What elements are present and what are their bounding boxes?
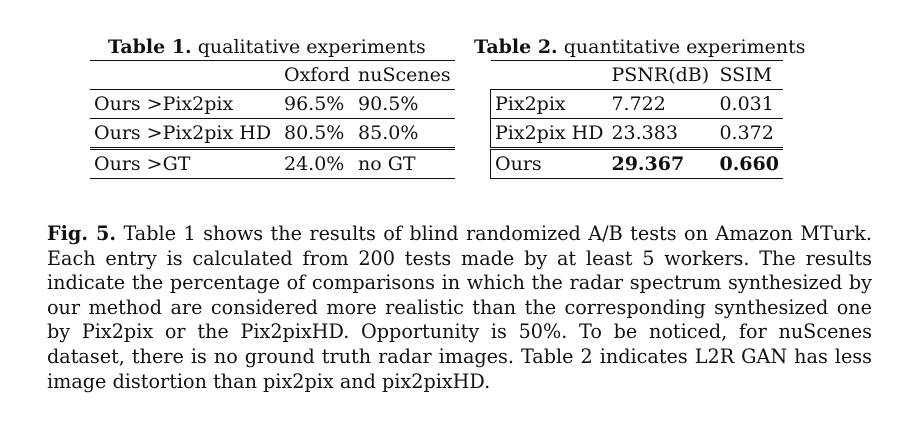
figure-caption-label: Fig. 5. bbox=[47, 222, 117, 245]
table2-cell: 23.383 bbox=[607, 118, 716, 149]
figure-caption: Fig. 5. Table 1 shows the results of bli… bbox=[47, 222, 872, 394]
table2-header-blank bbox=[490, 60, 608, 90]
table1-cell: Ours >Pix2pix bbox=[90, 89, 280, 119]
table1-caption-text: qualitative experiments bbox=[197, 36, 426, 58]
table1-cell: 80.5% bbox=[280, 118, 355, 149]
table1-cell: 90.5% bbox=[354, 89, 455, 119]
table2-cell: Pix2pix bbox=[490, 89, 608, 119]
table1-header-blank bbox=[90, 60, 280, 90]
table2-header-ssim: SSIM bbox=[715, 60, 783, 90]
table2-cell: Pix2pix HD bbox=[490, 118, 608, 149]
table2-cell: 29.367 bbox=[607, 147, 716, 179]
table2-cell: 0.660 bbox=[715, 147, 783, 179]
table1-cell: 96.5% bbox=[280, 89, 355, 119]
table1-caption: Table 1. qualitative experiments bbox=[108, 36, 426, 58]
table2: PSNR(dB) SSIM Pix2pix 7.722 0.031 Pix2pi… bbox=[490, 60, 783, 179]
table1-cell: 24.0% bbox=[280, 147, 355, 179]
table2-header-psnr: PSNR(dB) bbox=[607, 60, 716, 90]
table1-cell: no GT bbox=[354, 147, 455, 179]
table1-cell: Ours >Pix2pix HD bbox=[90, 118, 280, 149]
table1: Oxford nuScenes Ours >Pix2pix 96.5% 90.5… bbox=[90, 60, 455, 179]
table2-cell: 7.722 bbox=[607, 89, 716, 119]
figure-caption-text: Table 1 shows the results of blind rando… bbox=[47, 222, 872, 393]
table2-cell: Ours bbox=[490, 147, 608, 179]
table2-caption-label: Table 2. bbox=[474, 36, 558, 58]
table2-caption-text: quantitative experiments bbox=[563, 36, 806, 58]
table2-caption: Table 2. quantitative experiments bbox=[474, 36, 806, 58]
table2-cell: 0.372 bbox=[715, 118, 783, 149]
table1-header-nuscenes: nuScenes bbox=[354, 60, 455, 90]
table1-header-oxford: Oxford bbox=[280, 60, 355, 90]
table2-cell: 0.031 bbox=[715, 89, 783, 119]
table1-cell: Ours >GT bbox=[90, 147, 280, 179]
table1-cell: 85.0% bbox=[354, 118, 455, 149]
table1-caption-label: Table 1. bbox=[108, 36, 192, 58]
